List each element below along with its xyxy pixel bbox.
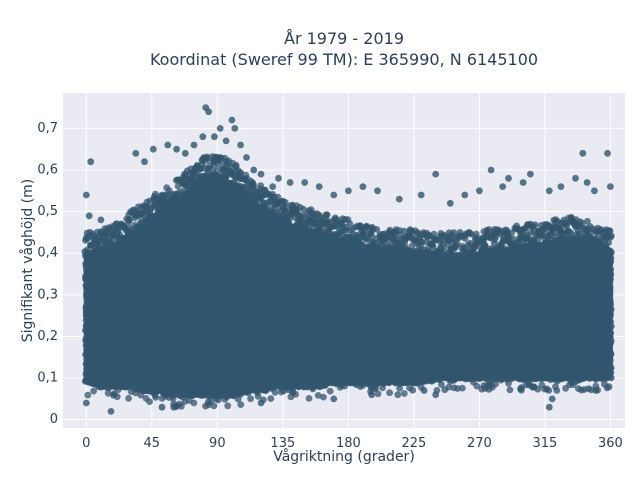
chart-title-line1: År 1979 - 2019	[284, 29, 404, 48]
data-point	[84, 391, 92, 399]
data-point	[90, 387, 97, 395]
data-point	[104, 389, 112, 397]
chart-title-line2: Koordinat (Sweref 99 TM): E 365990, N 61…	[149, 50, 539, 69]
data-point	[125, 395, 132, 402]
data-point	[113, 393, 121, 401]
data-points	[81, 104, 615, 415]
data-point	[152, 393, 160, 401]
chart-title: År 1979 - 2019 Koordinat (Sweref 99 TM):…	[0, 28, 640, 70]
data-point	[146, 398, 153, 405]
data-point	[190, 399, 198, 407]
